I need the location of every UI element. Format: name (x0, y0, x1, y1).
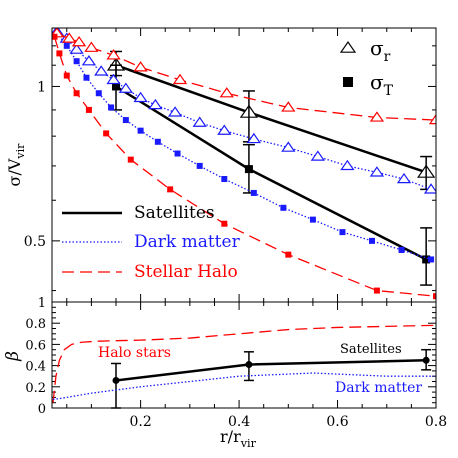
top-series-3-square-marker (154, 138, 161, 145)
top-series-3-square-marker (280, 204, 287, 211)
top-series-2-triangle-marker (217, 124, 232, 135)
x-axis-label-main: r/r (220, 427, 241, 446)
y-tick-label-bottom: 0.6 (25, 338, 46, 353)
top-series-5-square-marker (221, 220, 228, 227)
bottom-data-layer (52, 324, 437, 409)
y-tick-label-bottom: 0 (38, 402, 46, 417)
top-series-5-square-marker (167, 186, 174, 193)
top-series-2-triangle-marker (69, 43, 84, 54)
legend-sigma-r-label-main: σ (370, 36, 384, 60)
top-series-3-square-marker (73, 58, 80, 65)
y-tick-label-top: 0.5 (24, 234, 46, 250)
y-tick-label-top: 1 (37, 79, 46, 95)
top-series-2-triangle-marker (396, 172, 412, 184)
top-series-3-square-marker (174, 150, 181, 157)
top-series-4-triangle-marker (84, 41, 99, 52)
y-tick-label-bottom: 1 (38, 296, 46, 311)
top-series-4-triangle-marker (71, 35, 87, 47)
legend-label-2: Stellar Halo (134, 262, 238, 282)
top-series-3-square-marker (108, 104, 115, 111)
top-series-5-square-marker (63, 72, 70, 79)
x-tick-label: 0.6 (326, 414, 348, 430)
top-series-5-square-marker (56, 50, 63, 57)
top-series-3-square-marker (122, 117, 129, 124)
y-axis-label-top-main: σ/V (5, 158, 24, 186)
x-tick-label: 0.2 (129, 414, 151, 430)
top-series-5-square-marker (52, 33, 58, 40)
top-series-2-triangle-marker (246, 132, 261, 144)
top-series-4-triangle-marker (106, 49, 121, 60)
x-axis-label: r/rvir (220, 427, 257, 450)
legend-sigma-t-label-sub: T (384, 83, 394, 99)
top-series-3-square-marker (398, 246, 405, 253)
y-axis-label-bottom: β (3, 351, 23, 362)
top-series-3-square-marker (339, 229, 346, 236)
top-series-5-square-marker (73, 90, 80, 97)
x-tick-label: 0.4 (228, 414, 250, 430)
legend-square-marker (343, 77, 353, 87)
x-tick-label: 0.8 (425, 414, 447, 430)
y-axis-label-top: σ/Vvir (5, 143, 27, 187)
top-series-3-square-marker (137, 127, 144, 134)
top-series-4-triangle-marker (281, 101, 296, 112)
top-series-2-triangle-marker (423, 183, 436, 194)
x-axis-label-sub: vir (240, 437, 257, 450)
bottom-series-line-0 (115, 359, 427, 382)
top-series-2-triangle-marker (310, 150, 325, 161)
top-series-3-square-marker (63, 42, 70, 49)
top-series-3-square-marker (428, 256, 435, 263)
top-series-4-triangle-marker (172, 73, 188, 85)
top-series-2-triangle-marker (94, 65, 109, 76)
top-series-3-square-marker (309, 216, 316, 223)
top-series-2-triangle-marker (118, 82, 133, 93)
top-series-4-triangle-marker (62, 32, 77, 43)
legend-sigma-r-label: σr (370, 36, 391, 65)
top-series-5-square-marker (433, 293, 436, 300)
top-series-2-triangle-marker (192, 116, 207, 127)
y-tick-label-bottom: 0.4 (25, 360, 46, 375)
annotation-1: Satellites (340, 342, 402, 357)
bottom-series-line-1 (52, 324, 437, 403)
top-series-line-5 (53, 36, 436, 297)
top-series-2-triangle-marker (340, 159, 355, 171)
top-series-4-triangle-marker (133, 61, 148, 72)
frames-layer (51, 27, 437, 409)
top-series-5-square-marker (285, 251, 292, 258)
legend-triangle-marker (339, 40, 357, 53)
top-series-4-triangle-marker (219, 87, 234, 98)
top-series-2-triangle-marker (369, 166, 385, 177)
y-axis-label-top-sub: vir (14, 143, 27, 160)
top-series-3-square-marker (83, 74, 90, 81)
data-layer (52, 28, 436, 300)
top-series-2-triangle-marker (133, 91, 148, 103)
legend-sigma-t-label: σT (370, 70, 394, 99)
top-series-4-triangle-marker (428, 113, 436, 125)
annotation-0: Halo stars (98, 345, 171, 361)
top-series-2-triangle-marker (281, 141, 296, 152)
legend-sigma-t-label-main: σ (370, 70, 384, 94)
top-series-3-square-marker (250, 189, 257, 196)
top-series-3-square-marker (95, 90, 102, 97)
legend-label-0: Satellites (134, 203, 215, 223)
legend-label-1: Dark matter (134, 232, 241, 252)
top-series-5-square-marker (127, 156, 134, 163)
top-series-4-triangle-marker (369, 111, 385, 122)
top-series-3-square-marker (221, 176, 228, 183)
legend-sigma-r-label-sub: r (384, 49, 391, 65)
top-series-5-square-marker (103, 130, 110, 137)
top-series-5-square-marker (85, 106, 92, 113)
y-tick-label-bottom: 0.8 (25, 317, 46, 332)
top-series-5-square-marker (373, 287, 380, 294)
top-series-3-square-marker (196, 162, 203, 169)
top-series-2-triangle-marker (167, 106, 183, 117)
top-series-2-triangle-marker (81, 55, 97, 66)
top-series-2-triangle-marker (106, 73, 121, 85)
annotation-2: Dark matter (335, 380, 422, 396)
top-series-3-square-marker (369, 237, 375, 244)
top-series-2-triangle-marker (148, 98, 163, 110)
y-tick-label-bottom: 0.2 (25, 381, 46, 396)
